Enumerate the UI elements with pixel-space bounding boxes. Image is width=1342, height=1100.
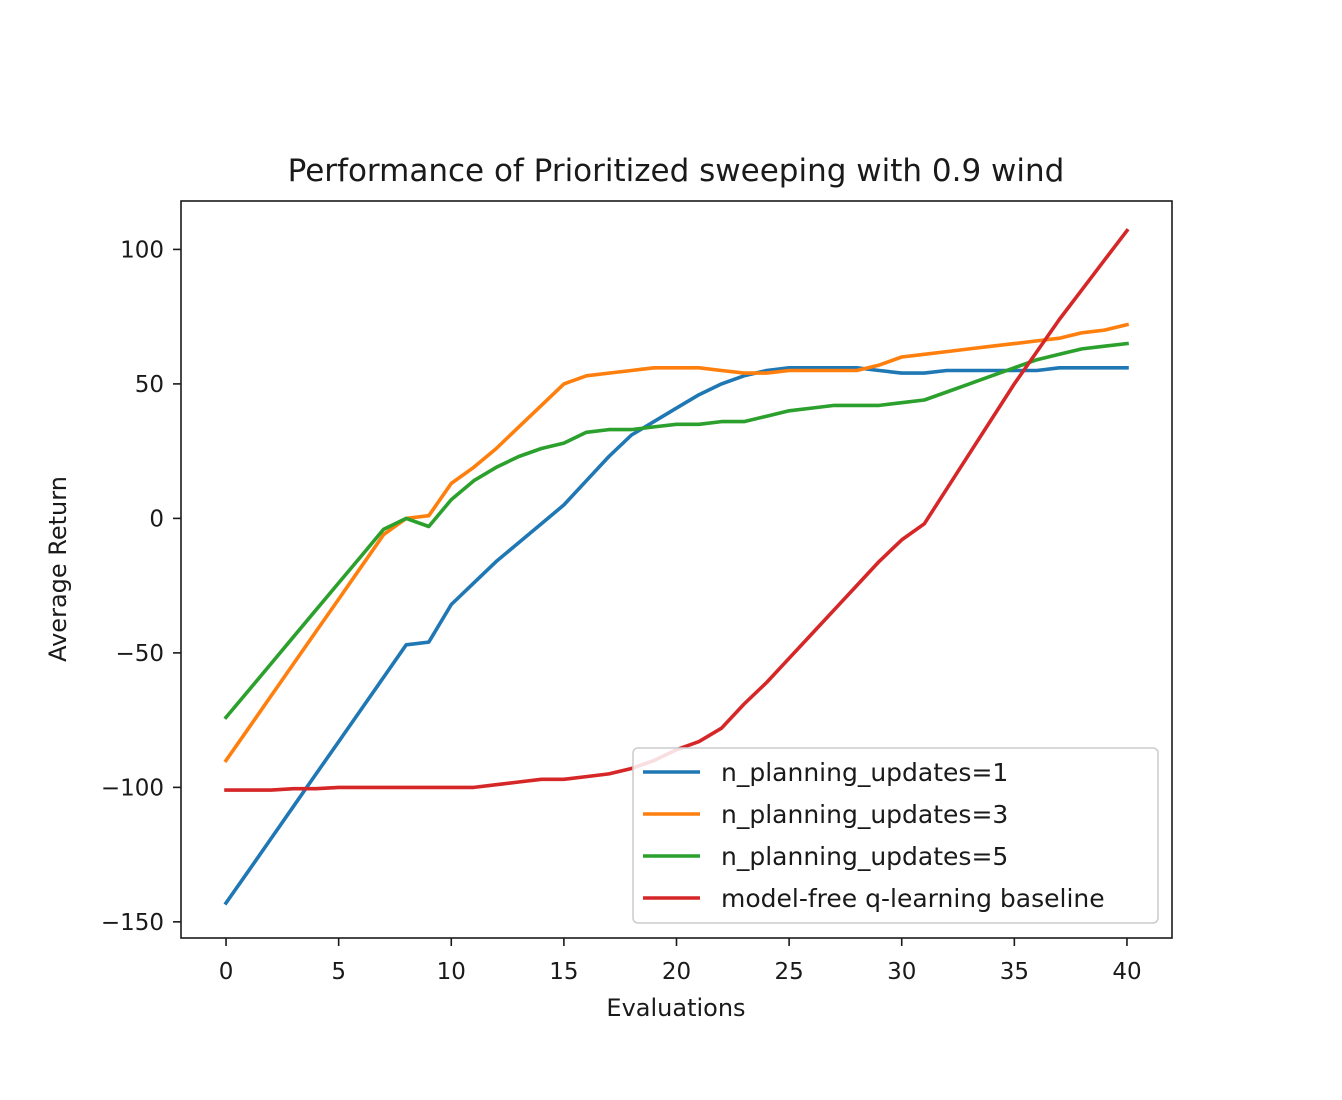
series-line-2: [223, 322, 1130, 764]
y-tick-label: 50: [135, 372, 164, 398]
y-axis-label: Average Return: [44, 476, 72, 662]
x-tick-label: 10: [437, 959, 466, 985]
legend-label-1: n_planning_updates=1: [721, 758, 1008, 787]
legend-box: [632, 747, 1159, 924]
x-tick-label: 35: [1000, 959, 1029, 985]
x-tick-label: 0: [219, 959, 234, 985]
x-axis-ticks: 0 5 10 15 20 25 30 35 40: [219, 938, 1142, 985]
chart-title: Performance of Prioritized sweeping with…: [288, 153, 1065, 189]
y-tick-label: −50: [115, 641, 164, 667]
legend: n_planning_updates=1 n_planning_updates=3…: [632, 747, 1159, 924]
legend-label-4: model-free q-learning baseline: [721, 884, 1105, 913]
y-tick-label: 100: [120, 237, 164, 263]
legend-label-2: n_planning_updates=3: [721, 800, 1008, 829]
x-axis-label: Evaluations: [606, 994, 745, 1022]
x-tick-label: 15: [549, 959, 578, 985]
y-tick-label: −150: [101, 910, 164, 936]
x-tick-label: 40: [1112, 959, 1141, 985]
series-line-1: [223, 365, 1129, 906]
legend-label-3: n_planning_updates=5: [721, 842, 1008, 871]
y-tick-label: −100: [101, 775, 164, 801]
x-tick-label: 20: [662, 959, 691, 985]
x-tick-label: 30: [887, 959, 916, 985]
y-tick-label: 0: [149, 506, 164, 532]
x-tick-label: 5: [331, 959, 346, 985]
series-line-3: [223, 341, 1129, 720]
y-axis-ticks: −150 −100 −50 0 50 100: [101, 237, 181, 936]
x-tick-label: 25: [774, 959, 803, 985]
